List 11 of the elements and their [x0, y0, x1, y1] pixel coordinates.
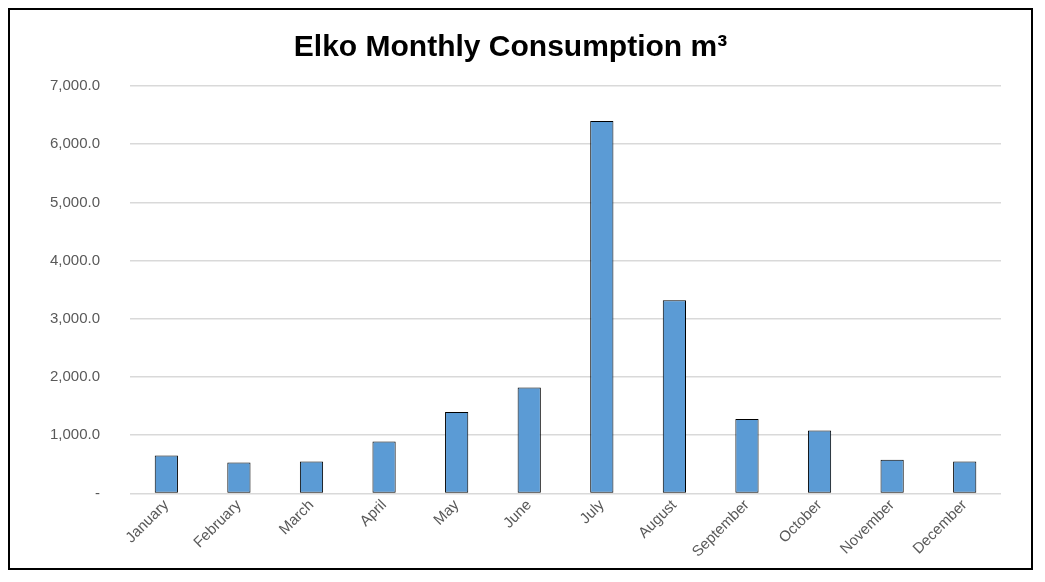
y-tick-label: 4,000.0 — [50, 250, 101, 268]
y-tick-label: - — [95, 483, 101, 501]
y-tick-label: 2,000.0 — [50, 367, 101, 385]
x-tick-label: July — [575, 495, 608, 527]
y-tick-label: 7,000.0 — [50, 76, 101, 94]
y-tick-label: 1,000.0 — [50, 425, 101, 443]
y-tick-label: 5,000.0 — [50, 192, 101, 210]
chart-title: Elko Monthly Consumption m³ — [293, 29, 728, 63]
y-tick-label: 6,000.0 — [50, 134, 101, 152]
x-tick-label: May — [429, 495, 463, 528]
y-tick-label: 3,000.0 — [50, 308, 101, 326]
